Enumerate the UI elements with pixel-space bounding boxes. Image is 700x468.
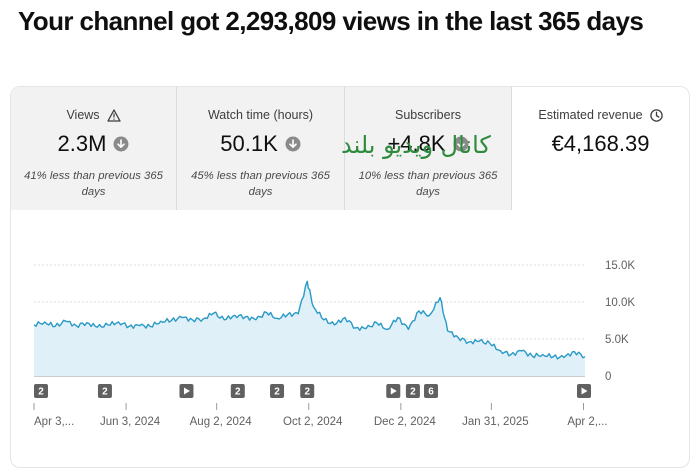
event-count-marker [97, 384, 112, 398]
stat-tab-views[interactable]: Views 2.3M 41% less than previous 365 da… [11, 87, 177, 210]
stat-title-label: Estimated revenue [538, 108, 643, 122]
event-count-label: 2 [235, 387, 241, 398]
stat-title: Watch time (hours) [208, 108, 313, 122]
stat-tab-estimated-revenue[interactable]: Estimated revenue €4,168.39 [512, 87, 689, 210]
x-tick-label: Jun 3, 2024 [100, 416, 161, 428]
event-count-label: 2 [304, 387, 310, 398]
x-tick-label: Oct 2, 2024 [283, 416, 343, 428]
stat-value: 50.1K [220, 131, 278, 156]
event-count-marker [424, 384, 439, 398]
y-tick-label: 5.0K [605, 334, 629, 346]
event-count-marker [230, 384, 245, 398]
play-icon [390, 387, 397, 395]
x-tick-label: Apr 2,... [567, 416, 607, 428]
stat-comparison-note: 45% less than previous 365 days [191, 170, 330, 198]
clock-icon [649, 108, 663, 122]
stat-title-label: Watch time (hours) [207, 108, 314, 122]
event-count-label: 2 [410, 387, 416, 398]
y-tick-label: 0 [605, 371, 611, 383]
event-count-label: 2 [274, 387, 280, 398]
stat-tab-watch-time[interactable]: Watch time (hours) 50.1K 45% less than p… [177, 87, 345, 210]
stats-row: Views 2.3M 41% less than previous 365 da… [11, 87, 689, 210]
event-count-marker [405, 384, 420, 398]
play-icon [581, 387, 588, 395]
stat-title: Subscribers [395, 108, 461, 122]
warning-icon [106, 108, 121, 122]
event-count-label: 2 [102, 387, 108, 398]
views-chart[interactable]: 0 5.0K 10.0K 15.0K 2 2 2 2 2 2 6 Apr 3,... Jun 3, 20… [11, 210, 689, 467]
watermark-overlay-text: كانال ويديو بلند [341, 131, 491, 159]
arrow-down-circle-icon [113, 136, 129, 152]
stat-comparison-note: 10% less than previous 365 days [358, 170, 498, 198]
arrow-down-circle-icon [285, 136, 301, 152]
event-count-marker [300, 384, 315, 398]
views-area [34, 281, 585, 376]
event-count-marker [270, 384, 285, 398]
stat-value: €4,168.39 [551, 131, 650, 156]
event-count-label: 2 [38, 387, 44, 398]
analytics-card: Views 2.3M 41% less than previous 365 da… [10, 86, 690, 468]
y-tick-label: 15.0K [605, 260, 635, 272]
x-tick-label: Dec 2, 2024 [374, 416, 437, 428]
x-tick-label: Jan 31, 2025 [462, 416, 529, 428]
stat-value: +4.8K [387, 131, 446, 156]
play-icon [183, 387, 190, 395]
stat-title-label: Subscribers [395, 108, 461, 122]
stat-value: 2.3M [57, 131, 107, 156]
stat-tab-subscribers[interactable]: Subscribers +4.8K 10% less than previous… [345, 87, 512, 210]
x-tick-label: Aug 2, 2024 [190, 416, 253, 428]
stat-comparison-note: 41% less than previous 365 days [24, 170, 163, 198]
stat-title-label: Views [66, 108, 100, 122]
stat-title: Views [66, 108, 121, 122]
views-line [33, 280, 586, 360]
x-tick-label: Apr 3,... [34, 416, 74, 428]
views-chart-svg: 0 5.0K 10.0K 15.0K 2 2 2 2 2 2 6 Apr 3,... Jun 3, 20… [33, 260, 635, 428]
stat-title: Estimated revenue [538, 108, 663, 122]
arrow-down-circle-icon [453, 136, 469, 152]
y-tick-label: 10.0K [605, 297, 635, 309]
event-count-label: 6 [428, 387, 434, 398]
event-count-marker [34, 384, 48, 398]
page-headline: Your channel got 2,293,809 views in the … [18, 6, 644, 36]
